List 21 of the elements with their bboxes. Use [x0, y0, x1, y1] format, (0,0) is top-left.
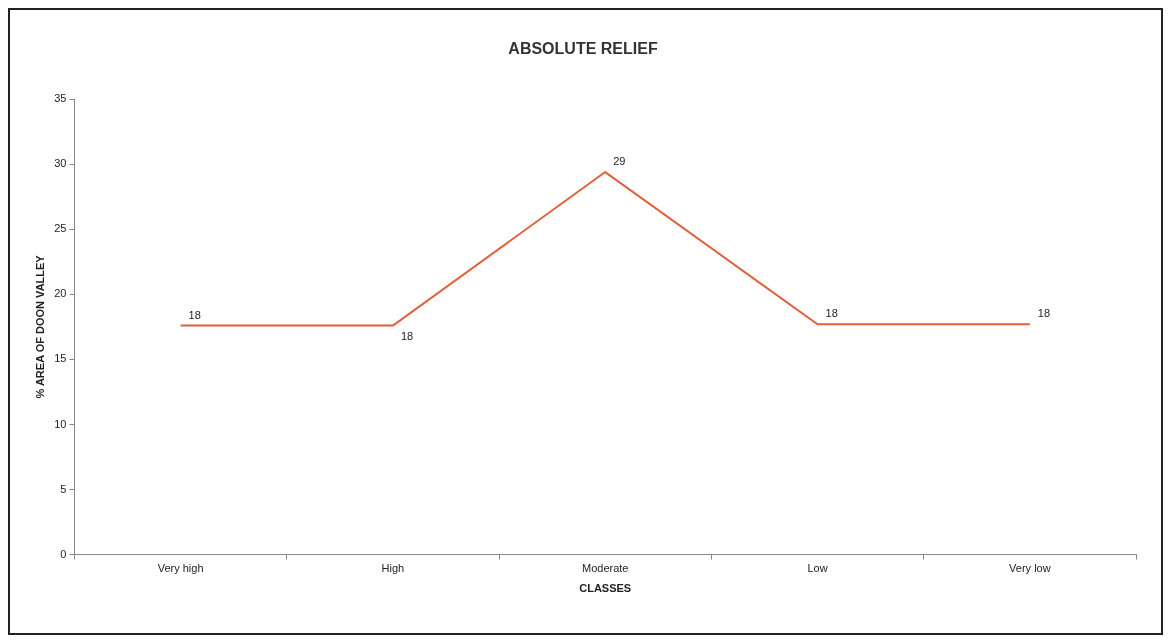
- x-tick-label: Moderate: [581, 562, 629, 575]
- x-tick-label: Very low: [1009, 562, 1051, 575]
- data-label: 18: [400, 329, 414, 342]
- x-tick-label: Very high: [157, 562, 204, 575]
- data-label: 18: [188, 308, 201, 321]
- y-tick-label: 25: [54, 222, 67, 235]
- y-tick-label: 20: [54, 287, 67, 300]
- y-tick-label: 5: [60, 482, 67, 495]
- chart-title: ABSOLUTE RELIEF: [508, 40, 658, 58]
- x-axis-title: CLASSES: [579, 582, 632, 595]
- y-tick-label: 10: [54, 417, 67, 430]
- y-tick-label: 15: [54, 352, 67, 365]
- y-tick-label: 35: [54, 92, 67, 105]
- data-label: 18: [825, 307, 838, 320]
- x-tick-label: High: [381, 562, 405, 575]
- x-tick-label: Low: [807, 562, 828, 575]
- y-axis-title: % AREA OF DOON VALLEY: [33, 254, 46, 399]
- y-tick-label: 0: [60, 547, 67, 560]
- y-tick-label: 30: [54, 157, 67, 170]
- data-label: 18: [1037, 307, 1051, 320]
- data-label: 29: [613, 155, 626, 168]
